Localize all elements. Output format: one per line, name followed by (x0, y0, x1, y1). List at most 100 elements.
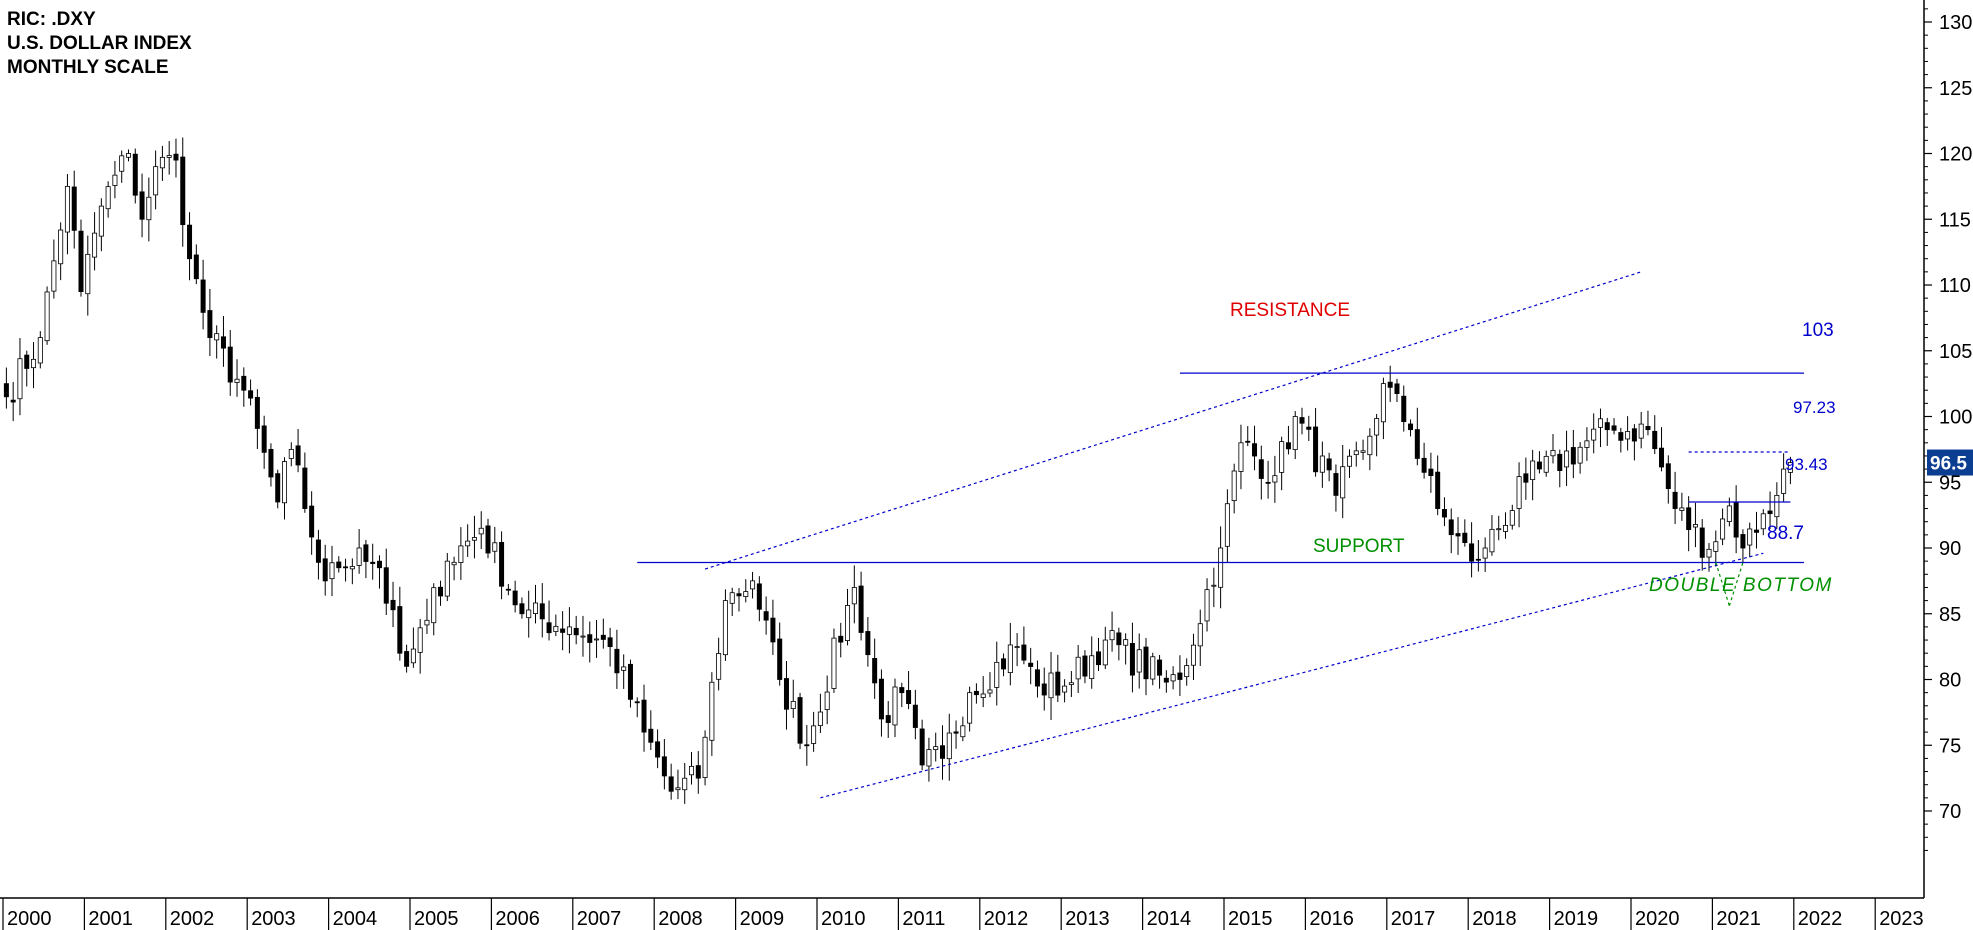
candle (811, 725, 817, 744)
channel-lower-line (820, 552, 1764, 799)
x-tick-label: 2017 (1391, 908, 1436, 930)
candle (1075, 656, 1081, 680)
x-tick-label: 2018 (1472, 908, 1517, 930)
x-tick-label: 2011 (902, 908, 945, 930)
candle (44, 291, 50, 342)
level-97-label: 97.23 (1793, 398, 1836, 417)
candle (1781, 468, 1787, 494)
candle (1523, 473, 1529, 483)
candles (3, 137, 1793, 804)
candle (51, 260, 57, 292)
candle (1028, 662, 1034, 667)
y-tick-label: 105 (1939, 341, 1972, 363)
candle (261, 425, 267, 453)
candle (729, 592, 735, 604)
candle (112, 174, 118, 186)
candle (254, 396, 260, 429)
candle (1435, 471, 1441, 509)
candle (438, 586, 444, 597)
candle (1536, 461, 1542, 470)
candle (329, 562, 335, 580)
candle (546, 622, 552, 634)
candle (1394, 383, 1400, 394)
resistance-label: RESISTANCE (1230, 300, 1350, 321)
candle (336, 561, 342, 569)
y-tick-label: 70 (1939, 801, 1961, 823)
candle (1753, 529, 1759, 533)
x-tick-label: 2023 (1879, 908, 1924, 930)
candle (858, 585, 864, 633)
candle (1218, 547, 1224, 588)
candle (939, 745, 945, 759)
candle (499, 542, 505, 587)
candle (363, 544, 369, 562)
candle (526, 609, 532, 619)
y-tick-label: 100 (1939, 407, 1972, 429)
candle (634, 701, 640, 704)
candle (1550, 450, 1556, 457)
x-tick-label: 2010 (821, 908, 866, 930)
candle (159, 156, 165, 169)
candle (973, 690, 979, 696)
candle (702, 736, 708, 778)
candle (1489, 528, 1495, 553)
candle (1584, 440, 1590, 448)
candle (1184, 665, 1190, 678)
candle (1747, 528, 1753, 546)
x-tick-label: 2003 (251, 908, 296, 930)
candle (587, 634, 593, 643)
candle (1618, 432, 1624, 441)
candle (1720, 518, 1726, 540)
candle (410, 648, 416, 664)
candle (1387, 381, 1393, 388)
candle (1631, 428, 1637, 442)
x-tick-label: 2006 (495, 908, 540, 930)
candle (1014, 646, 1020, 649)
support-label: SUPPORT (1313, 536, 1405, 557)
candle (1625, 431, 1631, 440)
candle (960, 725, 966, 738)
candle (1143, 646, 1149, 680)
resistance-value-label: 103 (1802, 320, 1834, 341)
candle (1726, 505, 1732, 522)
candle (661, 756, 667, 777)
candle (1096, 651, 1102, 666)
candle (1204, 589, 1210, 622)
candle (24, 354, 30, 369)
candle (1496, 528, 1502, 531)
candle (376, 560, 382, 569)
candle (1306, 426, 1312, 430)
y-tick-label: 95 (1939, 472, 1961, 494)
candle (953, 731, 959, 734)
x-tick-label: 2004 (333, 908, 378, 930)
candle (1570, 447, 1576, 465)
candle (1326, 458, 1332, 471)
y-tick-label: 115 (1939, 209, 1971, 231)
candle (682, 777, 688, 791)
candle (139, 191, 145, 220)
candle (1380, 383, 1386, 423)
candle (288, 448, 294, 459)
candle (458, 545, 464, 563)
candle (1157, 659, 1163, 676)
candle (783, 678, 789, 710)
candle (1346, 455, 1352, 467)
candle (1034, 669, 1040, 687)
candle (180, 156, 186, 226)
candle (987, 689, 993, 694)
x-tick-label: 2013 (1065, 908, 1110, 930)
candle (465, 540, 471, 547)
candle (716, 653, 722, 680)
candle (1503, 525, 1509, 532)
chart-title-scale: MONTHLY SCALE (7, 57, 169, 78)
candle (1475, 558, 1481, 561)
candle (1774, 494, 1780, 518)
candle (227, 346, 233, 383)
x-tick-label: 2012 (984, 908, 1029, 930)
candle (1252, 443, 1258, 457)
y-tick-label: 80 (1939, 670, 1961, 692)
candle (322, 558, 328, 582)
candle (627, 663, 633, 700)
candle (865, 631, 871, 656)
candle (1686, 507, 1692, 530)
